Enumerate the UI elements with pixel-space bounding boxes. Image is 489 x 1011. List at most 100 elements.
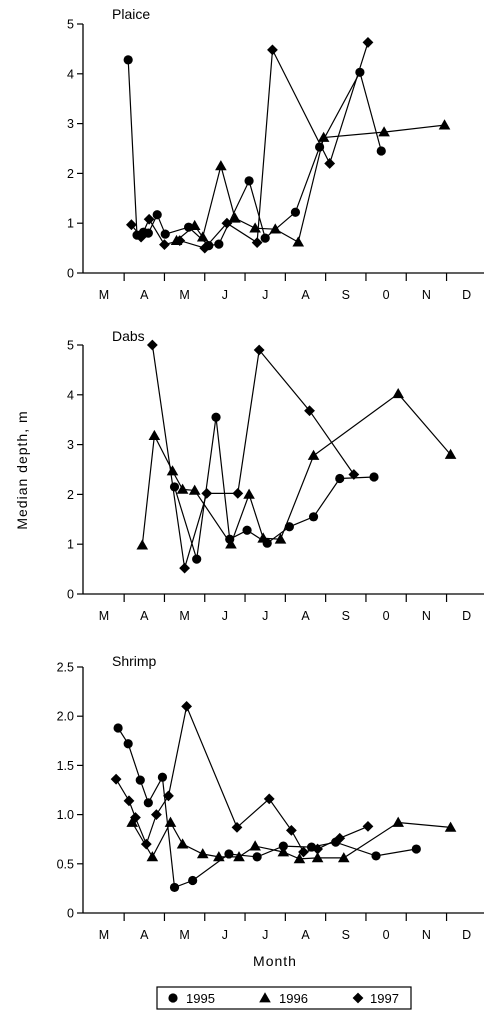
data-point-1997 — [140, 838, 152, 850]
x-tick-label: D — [462, 288, 471, 302]
data-point-1995 — [135, 775, 145, 785]
axes-plaice: 0 1 2 3 4 5 M A M J J A S 0 N D — [67, 18, 484, 302]
y-tick-label: 4 — [67, 67, 74, 81]
data-point-1995 — [369, 472, 379, 482]
data-point-1996 — [136, 539, 149, 550]
data-point-1996 — [229, 212, 241, 223]
x-tick-label: M — [99, 928, 109, 942]
data-point-1995 — [308, 512, 319, 522]
x-tick-label: J — [262, 288, 268, 302]
x-tick-label: S — [342, 609, 350, 623]
data-point-1997 — [163, 790, 174, 802]
data-point-1996 — [292, 236, 305, 247]
series-line-1995 — [117, 727, 417, 889]
data-point-1995 — [278, 841, 288, 851]
data-point-1997 — [348, 469, 360, 480]
data-point-1997 — [159, 239, 170, 251]
x-tick-label: M — [99, 609, 109, 623]
data-point-1995 — [411, 844, 421, 854]
legend-marker-shape — [352, 992, 364, 1004]
data-point-1995 — [113, 723, 123, 733]
data-point-1996 — [257, 532, 269, 543]
data-point-1995 — [335, 473, 345, 484]
data-point-1997 — [135, 231, 147, 243]
x-tick-label: A — [140, 609, 149, 623]
data-point-1996 — [277, 846, 290, 857]
x-tick-label: M — [179, 609, 189, 623]
series-group-plaice — [123, 37, 451, 254]
data-point-1995 — [371, 851, 381, 861]
data-point-1996 — [311, 852, 324, 863]
data-point-1995 — [192, 554, 202, 564]
data-point-1995 — [260, 233, 270, 243]
x-tick-label: J — [222, 928, 228, 942]
legend-marker-shape — [259, 992, 271, 1003]
y-tick-label: 4 — [67, 388, 74, 402]
series-line-1995 — [127, 59, 382, 247]
data-point-1995 — [157, 772, 168, 782]
x-tick-label: J — [262, 928, 268, 942]
data-point-1996 — [444, 821, 457, 832]
y-tick-label: 5 — [67, 339, 74, 353]
data-point-1997 — [251, 237, 263, 249]
data-point-1996 — [176, 483, 189, 494]
series-line-1995 — [173, 417, 375, 560]
data-point-1996 — [188, 219, 201, 231]
x-tick-label: A — [140, 288, 149, 302]
y-tick-label: 1 — [67, 538, 74, 552]
y-tick-label: 3 — [67, 117, 74, 131]
data-point-1995 — [290, 207, 301, 217]
data-point-1997 — [146, 339, 158, 351]
x-tick-label: N — [422, 928, 431, 942]
data-point-1995 — [252, 852, 262, 862]
data-point-1995 — [160, 229, 170, 239]
x-tick-label: A — [301, 928, 310, 942]
data-point-1997 — [232, 488, 244, 499]
data-point-1995 — [169, 482, 180, 492]
data-point-1996 — [392, 816, 404, 827]
x-tick-label: N — [422, 288, 431, 302]
data-point-1995 — [123, 739, 133, 749]
x-tick-label: 0 — [383, 928, 390, 942]
legend-marker-triangle — [259, 992, 271, 1003]
x-tick-label: J — [222, 609, 228, 623]
data-point-1996 — [243, 488, 255, 499]
data-point-1997 — [201, 488, 213, 499]
data-point-1997 — [285, 824, 297, 836]
x-tick-label: 0 — [383, 288, 390, 302]
data-point-1996 — [438, 119, 451, 130]
y-tick-label: 5 — [67, 18, 74, 32]
data-point-1996 — [213, 851, 225, 862]
x-tick-label: J — [262, 609, 268, 623]
y-tick-label: 0 — [67, 588, 74, 602]
data-point-1995 — [214, 239, 224, 249]
axes-shrimp: 0 0.5 1.0 1.5 2.0 2.5 M A M J J A S 0 N D — [57, 661, 484, 942]
data-point-1996 — [166, 465, 179, 476]
data-point-1996 — [196, 848, 209, 859]
data-point-1996 — [293, 853, 306, 864]
data-point-1995 — [143, 798, 153, 808]
y-tick-label: 2 — [67, 488, 74, 502]
data-point-1997 — [362, 37, 374, 48]
data-point-1996 — [164, 816, 177, 827]
data-point-1997 — [126, 219, 137, 231]
data-point-1997 — [253, 344, 265, 356]
y-axis-title: Median depth, m — [14, 410, 30, 529]
data-point-1995 — [242, 525, 252, 535]
data-point-1996 — [317, 131, 330, 142]
legend-box — [156, 986, 412, 1010]
legend-marker-shape — [168, 993, 178, 1003]
data-point-1997 — [199, 242, 211, 254]
data-point-1996 — [337, 852, 350, 863]
data-point-1996 — [196, 231, 209, 242]
data-point-1995 — [143, 228, 153, 238]
data-point-1997 — [298, 846, 309, 858]
chart-panel-plaice: Plaice 0 1 2 3 4 5 M A M J J A S 0 N D — [67, 6, 484, 302]
y-tick-label: 0 — [67, 267, 74, 281]
data-point-1995 — [152, 210, 162, 220]
data-point-1995 — [284, 522, 294, 532]
data-point-1996 — [225, 538, 237, 549]
data-point-1995 — [169, 882, 180, 893]
series-line-1997 — [130, 42, 369, 249]
